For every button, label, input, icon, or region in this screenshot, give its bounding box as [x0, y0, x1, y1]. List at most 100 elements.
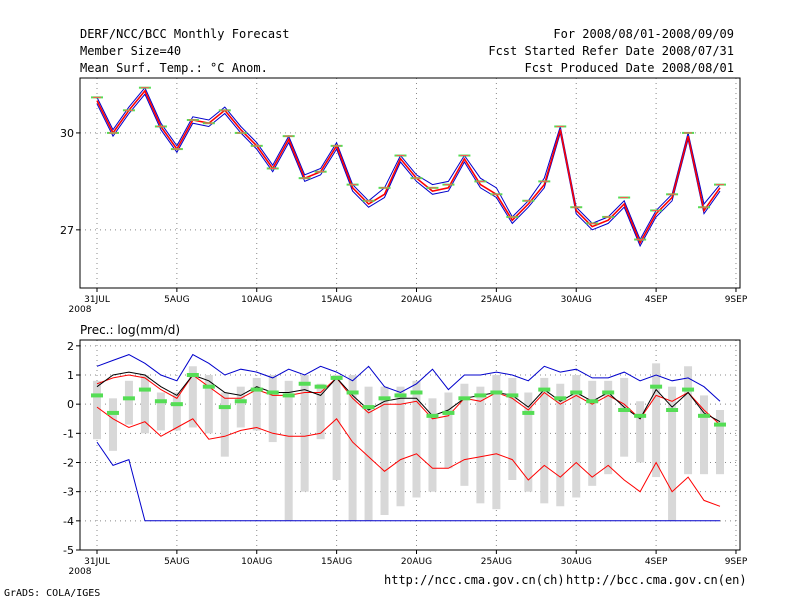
y-tick-label: 0 [67, 398, 74, 411]
prec-marker [618, 408, 631, 412]
x-tick-label: 4SEP [645, 557, 668, 567]
prec-lower-line [96, 406, 721, 507]
prec-marker [170, 402, 183, 407]
prec-spread-bar [252, 377, 261, 431]
x-tick-label: 31JUL [84, 557, 110, 567]
prec-min-line [96, 441, 720, 522]
prec-marker [122, 396, 135, 401]
x-tick-label: 10AUG [241, 557, 272, 567]
member-size-label: Member Size=40 [80, 44, 182, 58]
prec-marker [346, 390, 359, 395]
prec-marker [314, 384, 327, 389]
x-tick-label: 20AUG [401, 295, 432, 305]
prec-spread-bar [316, 383, 325, 440]
prec-spread-bar [204, 375, 213, 434]
prec-panel-title: Prec.: log(mm/d) [80, 323, 180, 337]
x-tick-label: 15AUG [321, 295, 352, 305]
prec-marker [266, 390, 279, 395]
x-tick-label: 5AUG [164, 557, 189, 567]
prec-marker [138, 387, 151, 392]
x-tick-label: 4SEP [645, 295, 668, 305]
prec-marker [202, 384, 215, 389]
prec-spread-bar [460, 383, 469, 486]
prec-spread-bar [332, 375, 341, 480]
x-year-label: 2008 [69, 567, 92, 577]
prec-marker [570, 390, 583, 395]
grads-credit: GrADS: COLA/IGES [4, 588, 101, 599]
x-tick-label: 9SEP [725, 295, 748, 305]
prec-marker [490, 390, 503, 395]
prec-spread-bar [668, 386, 677, 521]
prec-spread-bar [428, 398, 437, 492]
prec-spread-bar [268, 375, 277, 443]
y-tick-label: 2 [67, 340, 74, 353]
prec-spread-bar [364, 386, 373, 521]
prec-marker [106, 410, 119, 415]
prec-marker [298, 381, 311, 386]
x-tick-label: 25AUG [481, 295, 512, 305]
prec-spread-bar [124, 380, 133, 425]
prec-spread-bar [300, 375, 309, 492]
prec-spread-bar [588, 380, 597, 486]
prec-marker [410, 390, 423, 395]
prec-spread-bar [172, 392, 181, 431]
y-tick-label: -1 [63, 427, 74, 440]
x-tick-label: 5AUG [164, 295, 189, 305]
x-tick-label: 30AUG [561, 557, 592, 567]
prec-spread-bar [604, 380, 613, 475]
prec-marker [682, 387, 695, 392]
forecast-produced-date: Fcst Produced Date 2008/08/01 [524, 61, 734, 75]
prec-marker [218, 405, 231, 410]
prec-marker [234, 399, 247, 404]
prec-marker [426, 413, 439, 418]
footer-url-en[interactable]: http://bcc.cma.gov.cn(en) [566, 573, 747, 587]
prec-marker [650, 384, 663, 389]
prec-marker [474, 393, 487, 398]
prec-spread-bar [348, 375, 357, 521]
prec-spread-bar [556, 383, 565, 507]
prec-spread-bar [108, 398, 117, 451]
prec-spread-bar [380, 386, 389, 515]
prec-marker [666, 408, 679, 412]
prec-spread-bar [540, 377, 549, 504]
prec-spread-bar [652, 363, 661, 478]
prec-spread-bar [684, 366, 693, 475]
prec-marker [442, 410, 455, 415]
prec-spread-bar [236, 386, 245, 428]
y-tick-label: -5 [63, 544, 74, 557]
y-tick-label: -4 [63, 515, 74, 528]
prec-marker [698, 413, 711, 418]
prec-spread-bar [444, 392, 453, 469]
prec-marker [522, 410, 535, 415]
prec-spread-bar [620, 377, 629, 457]
prec-spread-bar [636, 401, 645, 463]
x-tick-label: 15AUG [321, 557, 352, 567]
x-tick-label: 30AUG [561, 295, 592, 305]
prec-spread-bar [476, 386, 485, 504]
prec-marker [282, 393, 295, 398]
temp-mean-line [96, 89, 721, 245]
prec-marker [394, 393, 407, 398]
prec-spread-bar [93, 380, 101, 440]
prec-spread-bar [716, 410, 724, 475]
prec-marker [186, 373, 199, 377]
forecast-period: For 2008/08/01-2008/09/09 [553, 27, 734, 41]
prec-marker [378, 396, 391, 401]
y-tick-label: -2 [63, 457, 74, 470]
x-year-label: 2008 [69, 305, 92, 315]
panel-frame [79, 77, 741, 289]
y-tick-label: 30 [60, 127, 74, 140]
footer-url-ch[interactable]: http://ncc.cma.gov.cn(ch) [384, 573, 565, 587]
prec-spread-bar [524, 392, 533, 492]
temp-lower-line [96, 93, 721, 248]
x-tick-label: 10AUG [241, 295, 272, 305]
prec-marker [506, 393, 519, 398]
prec-spread-bar [140, 375, 149, 434]
variable-label: Mean Surf. Temp.: °C Anom. [80, 61, 268, 75]
prec-max-line [96, 353, 721, 402]
prec-marker [586, 399, 599, 404]
prec-marker [250, 387, 263, 392]
prec-marker [634, 413, 647, 418]
chart-title: DERF/NCC/BCC Monthly Forecast [80, 27, 290, 41]
